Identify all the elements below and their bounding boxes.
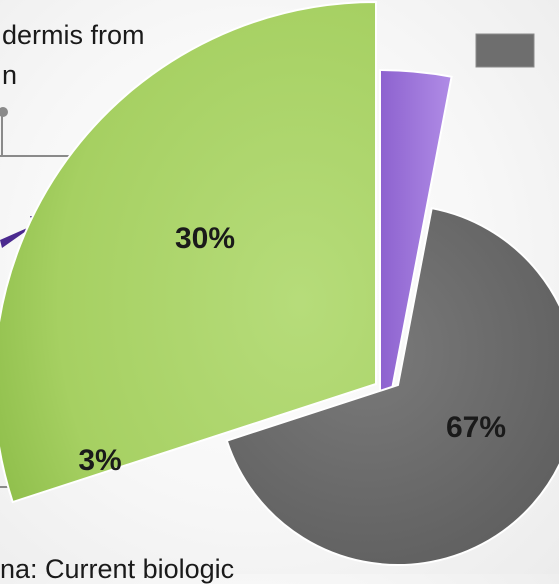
- slice-67: [225, 207, 559, 566]
- slice-30: [0, 0, 377, 504]
- slice-3-label: 3%: [78, 444, 121, 477]
- connector-dot: [0, 107, 8, 117]
- callout-text-line-2: n: [2, 60, 18, 90]
- slice-67-label: 67%: [446, 411, 506, 444]
- slice-3: [379, 68, 453, 453]
- legend-swatch: [475, 33, 535, 68]
- callout-text-line-1: dermis from: [2, 20, 145, 50]
- slice-30-label: 30%: [175, 222, 235, 255]
